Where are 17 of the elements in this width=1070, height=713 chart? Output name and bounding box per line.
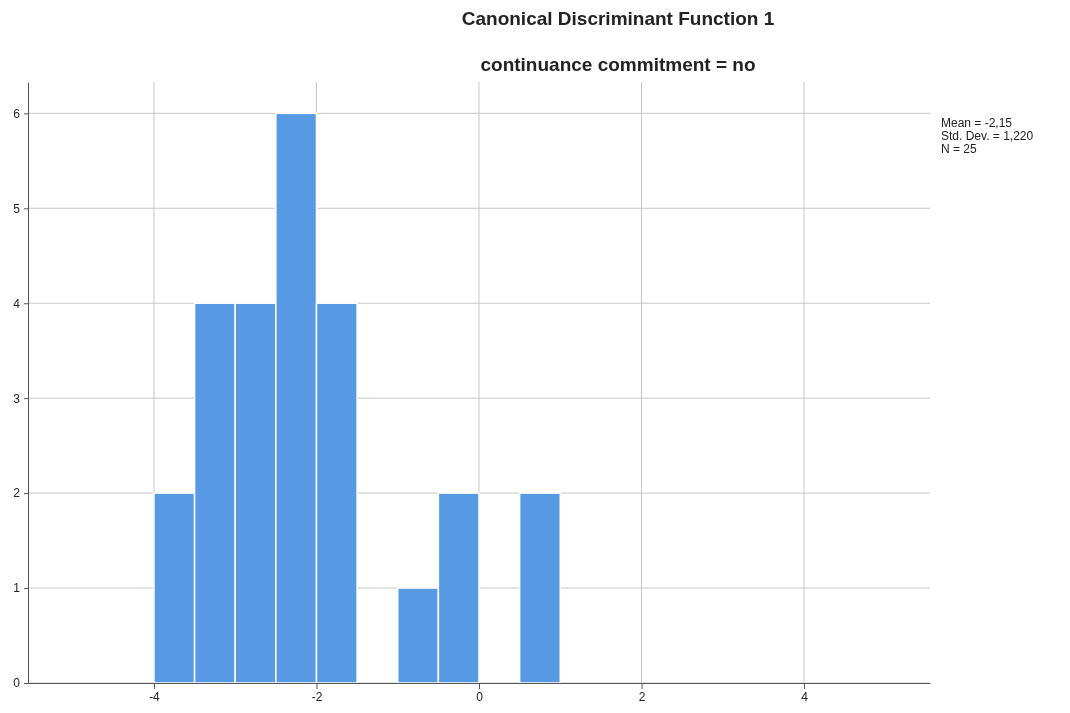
x-tick-label: 0 — [476, 689, 484, 704]
text: Mean = -2,15 — [941, 116, 1013, 130]
x-tick-label: -2 — [311, 689, 323, 704]
y-tick-label: 3 — [13, 391, 21, 406]
x-tick-label: 4 — [801, 689, 809, 704]
y-tick-label: 6 — [13, 106, 21, 121]
chart-title: Canonical Discriminant Function 1 — [461, 8, 775, 29]
y-tick-label: 2 — [13, 486, 21, 501]
y-tick-label: 1 — [13, 581, 21, 596]
y-tick-label: 0 — [13, 676, 21, 691]
text: Std. Dev. = 1,220 — [941, 129, 1034, 143]
chart-subtitle: continuance commitment = no — [480, 54, 756, 75]
x-tick-label: -4 — [149, 689, 161, 704]
x-tick-label: 2 — [638, 689, 646, 704]
y-tick-label: 4 — [13, 296, 21, 311]
text: N = 25 — [941, 142, 978, 156]
y-tick-label: 5 — [13, 201, 21, 216]
